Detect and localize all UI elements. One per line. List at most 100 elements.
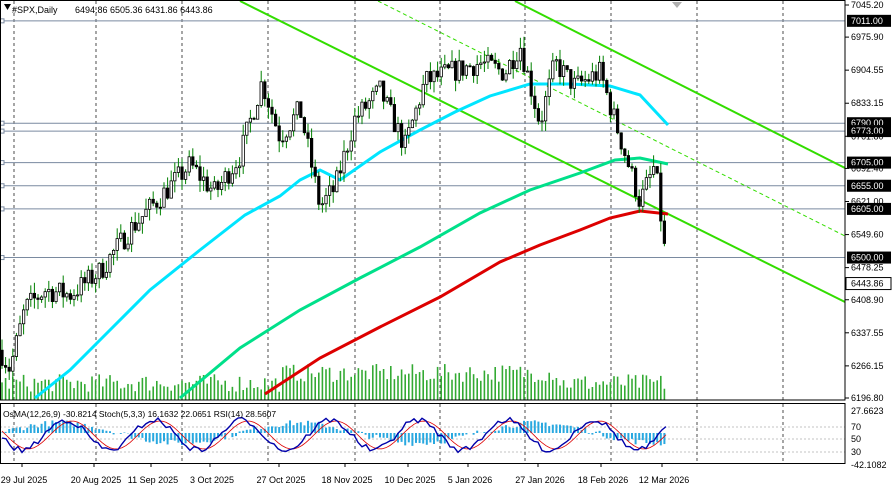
level-anchor	[0, 206, 5, 212]
y-tick-label: 6692.40	[851, 163, 884, 173]
candle-body	[169, 180, 173, 199]
candle-body	[198, 166, 202, 181]
level-label-box	[847, 125, 891, 138]
candle-body	[288, 130, 292, 138]
candle-body	[173, 172, 177, 182]
candle-body	[61, 282, 65, 298]
candle-body	[616, 108, 620, 134]
candle-body	[43, 291, 47, 298]
candle-body	[461, 60, 465, 76]
candle-body	[245, 121, 249, 136]
level-label: 6605.00	[851, 204, 884, 214]
candle-body	[590, 71, 595, 82]
candle-body	[241, 134, 245, 167]
candle-body	[309, 138, 314, 168]
candle-body	[104, 271, 108, 278]
y-tick-label: 6408.90	[851, 295, 884, 305]
x-tick-label: 11 Sep 2025	[128, 475, 178, 485]
candle-body	[526, 70, 530, 73]
candle-body	[133, 222, 137, 231]
candle-body	[356, 115, 361, 118]
candle-body	[205, 176, 209, 192]
candle-body	[21, 309, 26, 325]
candle-body	[515, 60, 519, 70]
level-label: 6500.00	[851, 253, 884, 263]
indicator-tick-label: 70	[851, 422, 861, 432]
candle-body	[511, 60, 515, 70]
candle-body	[363, 101, 368, 109]
candle-body	[605, 79, 609, 94]
candle-body	[248, 117, 252, 123]
candle-body	[14, 335, 18, 357]
y-tick-label: 6478.25	[851, 263, 884, 273]
candle-body	[353, 115, 357, 142]
y-tick-label: 6833.15	[851, 98, 884, 108]
level-anchor	[0, 160, 5, 166]
level-label-box	[847, 179, 891, 192]
candle-body	[572, 77, 577, 89]
candle-body	[598, 61, 602, 81]
channel-upper-line	[514, 0, 846, 169]
candle-body	[479, 62, 483, 66]
candle-body	[659, 172, 663, 222]
x-tick-label: 29 Jul 2025	[1, 475, 48, 485]
candle-body	[544, 96, 548, 122]
candle-body	[119, 232, 123, 240]
candle-body	[558, 59, 562, 77]
candle-body	[65, 293, 69, 298]
candle-body	[378, 80, 382, 87]
indicator-tick-label: 27.6623	[851, 406, 884, 416]
indicator-tick-label: 50	[851, 434, 861, 444]
candle-body	[108, 254, 112, 273]
candle-body	[439, 66, 443, 78]
candle-body	[165, 187, 170, 199]
candle-body	[18, 323, 22, 337]
candle-body	[471, 66, 476, 76]
level-label-box	[847, 202, 891, 215]
candle-body	[237, 165, 242, 169]
candle-body	[126, 243, 130, 250]
candle-body	[396, 123, 400, 133]
stoch-signal-line	[1, 420, 667, 450]
candle-body	[112, 249, 116, 255]
candle-body	[291, 114, 296, 132]
candle-body	[522, 47, 526, 72]
candle-body	[630, 166, 634, 169]
candle-body	[155, 202, 159, 208]
level-label-box	[847, 251, 891, 264]
candle-body	[443, 64, 447, 68]
stoch-main-line	[1, 416, 667, 454]
candle-body	[327, 185, 332, 196]
level-anchor	[0, 128, 5, 134]
candle-body	[428, 71, 433, 83]
candle-body	[648, 173, 652, 179]
candle-body	[414, 107, 418, 121]
candle-body	[115, 238, 119, 251]
candle-body	[306, 132, 310, 139]
level-label-box	[847, 156, 891, 169]
candle-body	[79, 277, 83, 296]
collapse-arrow-icon[interactable]	[4, 4, 11, 10]
candle-body	[36, 297, 40, 300]
candle-body	[223, 171, 227, 183]
candle-body	[652, 166, 656, 175]
candle-body	[662, 220, 667, 244]
candle-body	[299, 101, 303, 118]
candle-body	[529, 70, 533, 97]
candle-body	[0, 349, 4, 366]
y-tick-label: 6975.90	[851, 32, 884, 42]
candle-body	[54, 291, 58, 302]
x-tick-label: 3 Oct 2025	[190, 475, 234, 485]
main-frame	[0, 0, 846, 401]
candle-body	[367, 100, 371, 109]
candle-body	[641, 188, 645, 207]
indicator-tick-label: 30	[851, 447, 861, 457]
scroll-marker-icon[interactable]	[672, 2, 682, 8]
candle-body	[453, 60, 458, 81]
level-label: 6790.00	[851, 118, 884, 128]
candle-body	[90, 269, 94, 284]
candle-body	[623, 148, 627, 156]
candle-body	[302, 117, 307, 134]
header-ohlc: 6494.86 6505.36 6431.86 6443.86	[75, 5, 213, 15]
